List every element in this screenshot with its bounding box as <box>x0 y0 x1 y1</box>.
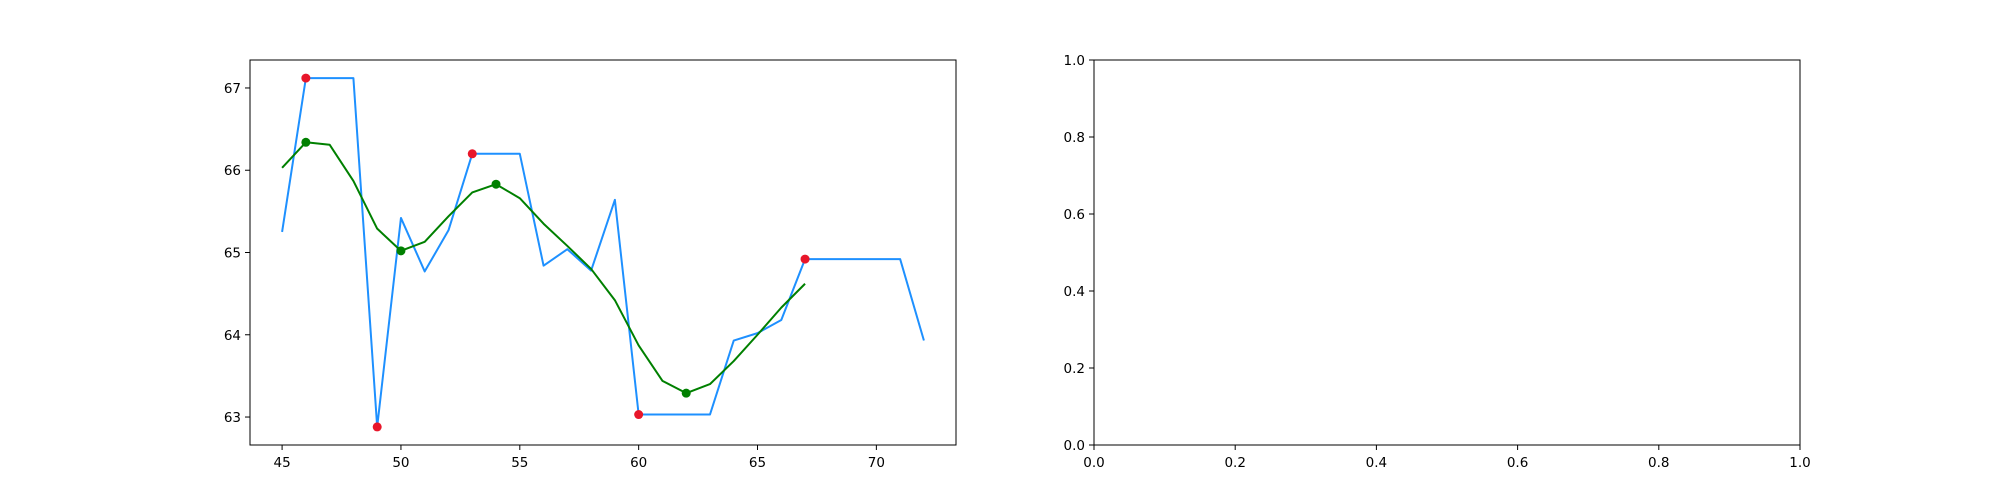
x-tick-label: 0.2 <box>1224 455 1245 471</box>
scatter-point-2-4 <box>800 254 810 264</box>
scatter-point-2-1 <box>372 422 382 432</box>
x-tick-label: 50 <box>392 455 409 471</box>
x-tick-label: 0.0 <box>1083 455 1104 471</box>
scatter-point-3-0 <box>301 137 311 147</box>
x-tick-label: 0.4 <box>1366 455 1387 471</box>
scatter-point-3-3 <box>681 388 691 398</box>
y-tick-label: 66 <box>224 163 241 179</box>
y-tick-label: 67 <box>224 81 241 97</box>
right-axes: 0.0 0.2 0.4 0.6 0.8 1.0 0.0 0.2 0.4 0.6 0.8 1.0 <box>1064 53 1811 471</box>
y-tick-label: 64 <box>224 328 241 344</box>
x-tick-label: 55 <box>511 455 528 471</box>
axes-frame <box>1093 59 1801 446</box>
scatter-point-2-2 <box>467 149 477 159</box>
x-tick-label: 1.0 <box>1789 455 1810 471</box>
scatter-point-2-0 <box>301 73 311 83</box>
y-tick-label: 0.8 <box>1064 130 1085 146</box>
y-tick-label: 63 <box>224 410 241 426</box>
series-line-1 <box>281 141 806 395</box>
x-tick-label: 0.8 <box>1648 455 1669 471</box>
x-tick-label: 45 <box>273 455 290 471</box>
y-tick-label: 0.6 <box>1064 207 1085 223</box>
y-tick-label: 65 <box>224 246 241 262</box>
scatter-point-2-3 <box>634 410 644 420</box>
scatter-point-3-1 <box>396 246 406 256</box>
left-axes: 45 50 55 60 65 70 63 64 65 66 67 <box>224 59 957 471</box>
y-tick-label: 0.4 <box>1064 284 1085 300</box>
x-tick-label: 0.6 <box>1507 455 1528 471</box>
x-tick-label: 60 <box>630 455 647 471</box>
x-tick-label: 65 <box>749 455 766 471</box>
y-tick-label: 0.0 <box>1064 438 1085 454</box>
x-tick-label: 70 <box>868 455 885 471</box>
y-tick-label: 0.2 <box>1064 361 1085 377</box>
scatter-point-3-2 <box>491 179 501 189</box>
y-tick-label: 1.0 <box>1064 53 1085 69</box>
series-line-0 <box>281 77 925 428</box>
